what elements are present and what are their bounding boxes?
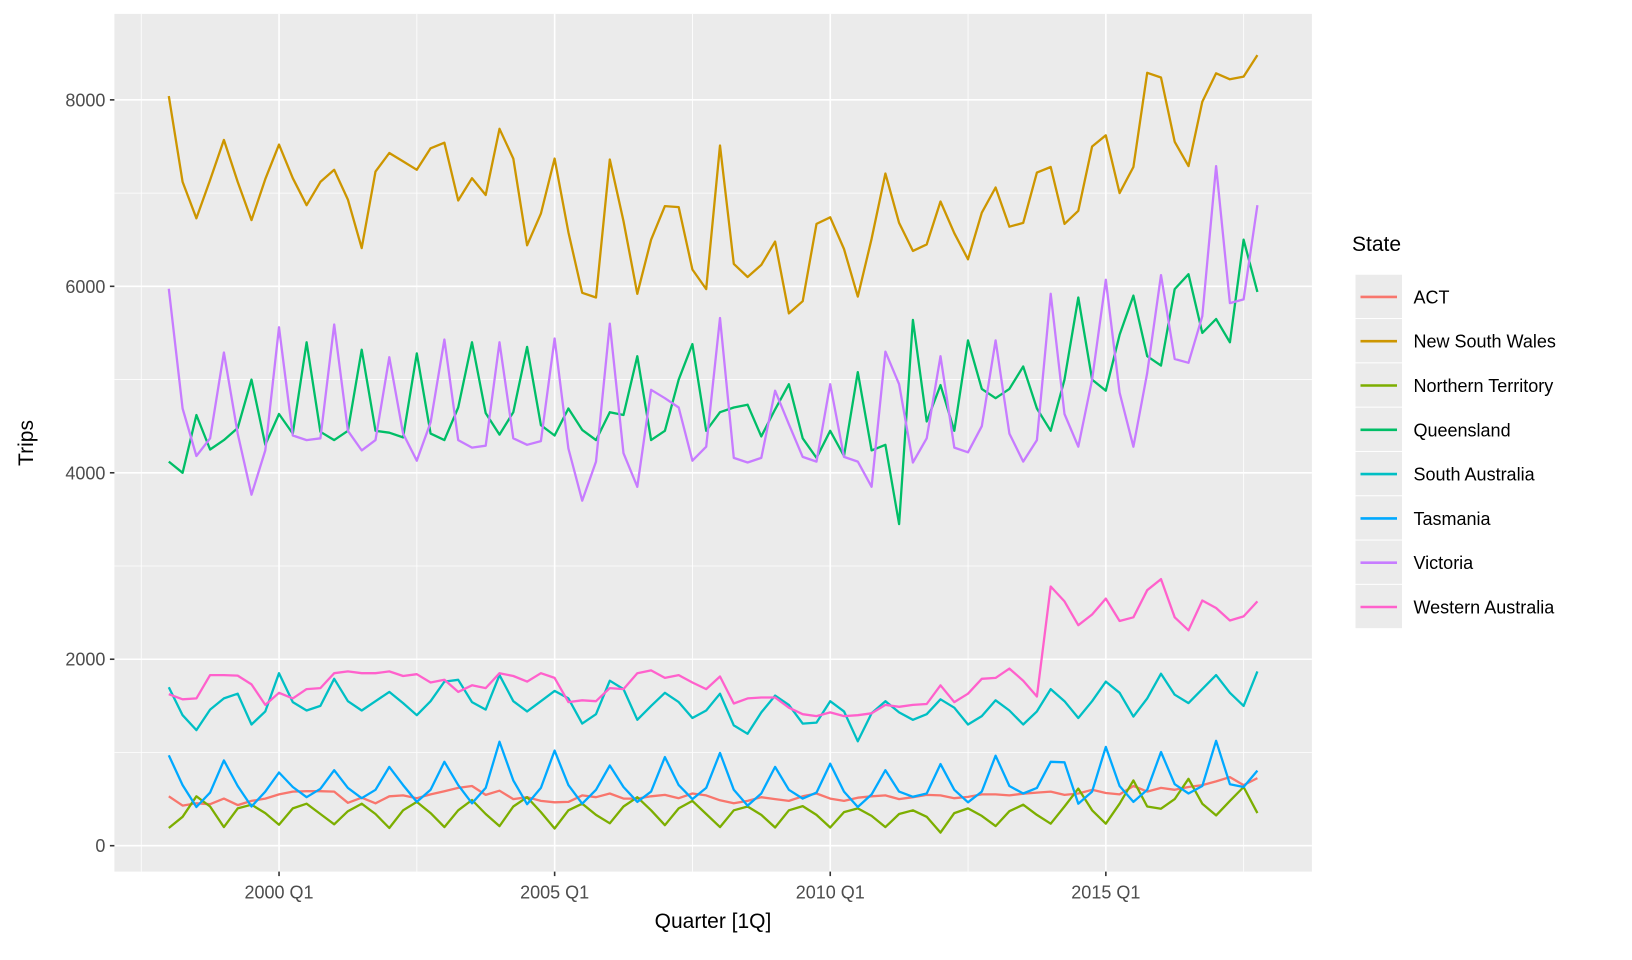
series-line-queensland: [168, 238, 1259, 526]
legend-label-queensland: Queensland: [1414, 420, 1511, 440]
y-tick-label: 6000: [65, 277, 105, 297]
y-axis-title: Trips: [15, 420, 38, 466]
series-line-western-australia: [168, 577, 1259, 718]
legend-label-new-south-wales: New South Wales: [1414, 332, 1556, 352]
legend-label-victoria: Victoria: [1414, 553, 1475, 573]
legend-title: State: [1352, 233, 1401, 256]
plot-panel: [114, 13, 1312, 872]
legend-label-northern-territory: Northern Territory: [1414, 376, 1554, 396]
y-tick-label: 0: [95, 836, 105, 856]
y-tick-label: 4000: [65, 463, 105, 483]
x-tick-label: 2015 Q1: [1071, 883, 1140, 903]
legend-label-south-australia: South Australia: [1414, 465, 1536, 485]
x-tick-label: 2010 Q1: [796, 883, 865, 903]
series-line-tasmania: [167, 739, 1259, 809]
series-line-new-south-wales: [167, 54, 1259, 315]
series-line-victoria: [167, 164, 1259, 502]
x-tick-label: 2000 Q1: [245, 883, 314, 903]
x-tick-label: 2005 Q1: [520, 883, 589, 903]
y-tick-label: 8000: [65, 90, 105, 110]
legend-label-act: ACT: [1414, 287, 1450, 307]
series-line-south-australia: [167, 670, 1259, 743]
series-line-northern-territory: [168, 777, 1259, 834]
y-tick-label: 2000: [65, 650, 105, 670]
x-axis-title: Quarter [1Q]: [655, 910, 772, 933]
legend-label-tasmania: Tasmania: [1414, 509, 1492, 529]
legend-label-western-australia: Western Australia: [1414, 598, 1556, 618]
